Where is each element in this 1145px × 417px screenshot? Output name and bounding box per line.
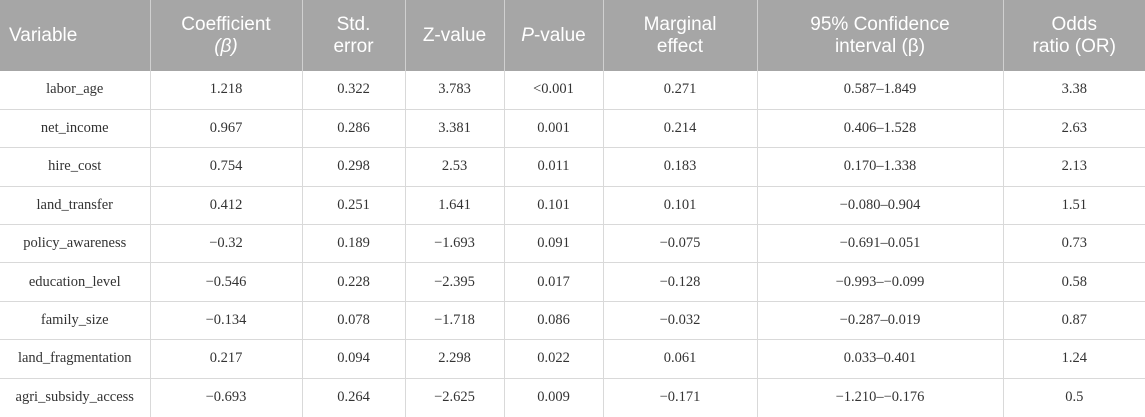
header-marginal-effect: Marginal effect — [603, 0, 758, 71]
cell-confidence-interval: 0.033–0.401 — [757, 339, 1004, 379]
cell-coefficient: 0.754 — [150, 147, 303, 187]
cell-marginal-effect: 0.101 — [603, 186, 758, 226]
cell-odds-ratio: 1.24 — [1003, 339, 1145, 379]
cell-confidence-interval: −1.210–−0.176 — [757, 378, 1004, 417]
cell-z-value: 3.381 — [405, 109, 505, 149]
header-coefficient: Coefficient (β) — [150, 0, 303, 71]
cell-confidence-interval: 0.406–1.528 — [757, 109, 1004, 149]
table-row: hire_cost 0.754 0.298 2.53 0.011 0.183 0.170–1… — [0, 147, 1145, 187]
table-row: net_income 0.967 0.286 3.381 0.001 0.214 0.406… — [0, 109, 1145, 149]
cell-odds-ratio: 0.5 — [1065, 389, 1084, 406]
cell-marginal-effect: −0.171 — [603, 378, 758, 417]
cell-coefficient: −0.134 — [150, 301, 303, 341]
cell-coefficient: 0.217 — [150, 339, 303, 379]
cell-variable: labor_age — [0, 71, 151, 110]
cell-z-value: −1.693 — [405, 224, 505, 264]
cell-odds-ratio: 0.73 — [1003, 224, 1145, 264]
header-p-value: P-value — [504, 0, 604, 71]
cell-p-value: <0.001 — [504, 71, 604, 110]
cell-p-value: 0.009 — [504, 378, 604, 417]
cell-p-value: 0.091 — [504, 224, 604, 264]
header-z-value: Z-value — [405, 0, 505, 71]
cell-std-error: 0.228 — [302, 262, 406, 302]
cell-std-error: 0.322 — [302, 71, 406, 110]
cell-z-value: 1.641 — [405, 186, 505, 226]
cell-odds-ratio: 3.38 — [1003, 71, 1145, 110]
cell-coefficient: −0.32 — [150, 224, 303, 264]
cell-p-value: 0.022 — [504, 339, 604, 379]
cell-variable: net_income — [0, 109, 151, 149]
cell-std-error: 0.189 — [302, 224, 406, 264]
cell-odds-ratio: 0.87 — [1003, 301, 1145, 341]
cell-confidence-interval: −0.080–0.904 — [757, 186, 1004, 226]
cell-odds-ratio: 0.58 — [1003, 262, 1145, 302]
table-row: land_fragmentation 0.217 0.094 2.298 0.022 0.… — [0, 339, 1145, 379]
cell-variable: education_level — [0, 262, 151, 302]
table-row: education_level −0.546 0.228 −2.395 0.017 −0.… — [0, 262, 1145, 302]
table-row: policy_awareness −0.32 0.189 −1.693 0.091 −0.… — [0, 224, 1145, 264]
cell-variable: family_size — [0, 301, 151, 341]
table-row: land_transfer 0.412 0.251 1.641 0.101 0.101 −0… — [0, 186, 1145, 226]
cell-z-value: 2.298 — [405, 339, 505, 379]
cell-confidence-interval: −0.993–−0.099 — [757, 262, 1004, 302]
cell-marginal-effect: 0.183 — [603, 147, 758, 187]
cell-p-value: 0.001 — [504, 109, 604, 149]
table-header: Variable Coefficient (β) Std. error Z-va… — [0, 0, 1145, 71]
cell-variable: policy_awareness — [0, 224, 151, 264]
cell-marginal-effect: 0.271 — [603, 71, 758, 110]
table-row: agri_subsidy_access −0.693 0.264 −2.625 0.00… — [0, 378, 1145, 417]
cell-coefficient: 1.218 — [150, 71, 303, 110]
cell-confidence-interval: −0.691–0.051 — [757, 224, 1004, 264]
cell-z-value: −2.625 — [405, 378, 505, 417]
cell-p-value: 0.017 — [504, 262, 604, 302]
cell-std-error: 0.094 — [302, 339, 406, 379]
table-row: family_size −0.134 0.078 −1.718 0.086 −0.032−… — [0, 301, 1145, 341]
cell-confidence-interval: 0.170–1.338 — [757, 147, 1004, 187]
header-row: Variable Coefficient (β) Std. error Z-va… — [0, 0, 1145, 71]
cell-std-error: 0.078 — [302, 301, 406, 341]
cell-z-value: −1.718 — [405, 301, 505, 341]
cell-z-value: −2.395 — [405, 262, 505, 302]
cell-std-error: 0.298 — [302, 147, 406, 187]
cell-coefficient: −0.546 — [150, 262, 303, 302]
header-confidence-interval: 95% Confidence interval (β) — [757, 0, 1004, 71]
cell-coefficient: 0.967 — [150, 109, 303, 149]
cell-z-value: 2.53 — [405, 147, 505, 187]
cell-z-value: 3.783 — [405, 71, 505, 110]
cell-odds-ratio: 2.63 — [1003, 109, 1145, 149]
cell-std-error: 0.286 — [302, 109, 406, 149]
cell-odds-ratio: 2.13 — [1003, 147, 1145, 187]
cell-variable: agri_subsidy_access — [0, 378, 151, 417]
cell-confidence-interval: 0.587–1.849 — [757, 71, 1004, 110]
cell-odds-ratio: 1.51 — [1003, 186, 1145, 226]
cell-marginal-effect: −0.128 — [603, 262, 758, 302]
cell-marginal-effect: 0.214 — [603, 109, 758, 149]
cell-coefficient: −0.693 — [150, 378, 303, 417]
cell-p-value: 0.011 — [504, 147, 604, 187]
table-row: labor_age 1.218 0.322 3.783 <0.001 0.271 0.587… — [0, 71, 1145, 110]
cell-variable: land_transfer — [0, 186, 151, 226]
cell-marginal-effect: −0.075 — [603, 224, 758, 264]
cell-marginal-effect: −0.032 — [603, 301, 758, 341]
cell-variable: land_fragmentation — [0, 339, 151, 379]
header-std-error: Std. error — [302, 0, 406, 71]
cell-std-error: 0.251 — [302, 186, 406, 226]
cell-p-value: 0.086 — [504, 301, 604, 341]
cell-marginal-effect: 0.061 — [603, 339, 758, 379]
header-variable: Variable — [0, 0, 151, 71]
cell-coefficient: 0.412 — [150, 186, 303, 226]
table-body: labor_age 1.218 0.322 3.783 <0.001 0.271 0.587… — [0, 71, 1145, 417]
cell-p-value: 0.101 — [504, 186, 604, 226]
cell-std-error: 0.264 — [302, 378, 406, 417]
cell-confidence-interval: −0.287–0.019 — [757, 301, 1004, 341]
cell-variable: hire_cost — [0, 147, 151, 187]
header-odds-ratio: Odds ratio (OR) — [1003, 0, 1145, 71]
